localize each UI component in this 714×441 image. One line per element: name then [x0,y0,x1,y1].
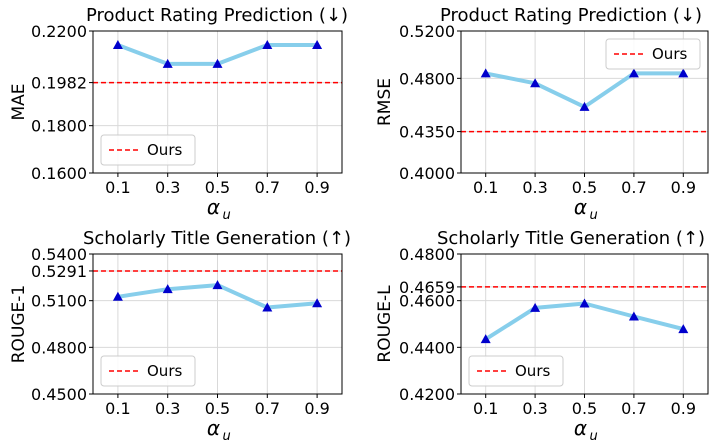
data-point-marker [628,311,639,321]
x-axis-label-subscript: u [590,208,598,223]
x-tick-label: 0.3 [522,178,547,197]
data-point-marker [212,58,223,68]
x-tick-label: 0.1 [105,178,130,197]
x-tick-label: 0.5 [572,399,597,418]
x-tick-label: 0.7 [255,178,280,197]
y-tick-label: 0.1600 [31,164,87,183]
legend-box [100,355,196,387]
data-point-marker [480,334,491,344]
y-tick-label: 0.5200 [399,22,455,41]
data-point-marker [312,39,323,49]
chart-title: Product Rating Prediction (↓) [440,5,702,26]
y-axis-label: MAE [9,83,29,120]
data-point-marker [112,291,123,301]
chart-panel-2: 0.1 0.3 0.5 0.7 0.9 0.4000 0.4350 0.4800 0.5200P… [375,5,709,223]
chart-title: Scholarly Title Generation (↑) [437,228,705,249]
data-point-marker [530,302,541,312]
data-point-marker [678,68,689,78]
data-point-marker [112,39,123,49]
legend-box [468,355,564,387]
x-axis-label: α [574,416,587,440]
x-tick-label: 0.3 [155,399,180,418]
y-tick-label: 0.1800 [31,117,87,136]
x-tick-label: 0.7 [621,399,646,418]
data-point-marker [628,68,639,78]
y-axis-label: ROUGE-L [375,285,395,363]
legend: Ours [605,38,701,70]
y-tick-label: 0.5100 [31,292,87,311]
y-axis-label: RMSE [375,78,395,126]
data-point-marker [579,298,590,308]
data-point-marker [162,58,173,68]
y-tick-label: 0.5291 [31,262,87,281]
data-point-marker [678,324,689,334]
chart-title: Scholarly Title Generation (↑) [83,228,351,249]
y-tick-label: 0.1982 [31,74,87,93]
data-point-marker [312,298,323,308]
x-tick-label: 0.7 [621,178,646,197]
x-tick-label: 0.7 [255,399,280,418]
x-tick-label: 0.5 [205,178,230,197]
legend-box [605,38,701,70]
legend: Ours [100,134,196,166]
x-tick-label: 0.9 [304,399,329,418]
chart-panel-1: 0.1 0.3 0.5 0.7 0.9 0.1600 0.1800 0.1982 0.2200P… [9,5,348,223]
data-point-marker [212,280,223,290]
legend: Ours [468,355,564,387]
x-tick-label: 0.1 [473,399,498,418]
legend: Ours [100,355,196,387]
x-tick-label: 0.5 [572,178,597,197]
x-tick-label: 0.5 [205,399,230,418]
y-tick-label: 0.4500 [31,385,87,404]
y-tick-label: 0.4400 [399,338,455,357]
chart-title: Product Rating Prediction (↓) [86,5,348,26]
chart-panel-3: 0.1 0.3 0.5 0.7 0.9 0.4500 0.4800 0.5100 0.52910… [9,228,351,441]
x-tick-label: 0.3 [522,399,547,418]
legend-box [100,134,196,166]
x-tick-label: 0.1 [105,399,130,418]
y-tick-label: 0.4800 [399,69,455,88]
y-tick-label: 0.4600 [399,292,455,311]
data-point-marker [530,78,541,88]
x-tick-label: 0.9 [304,178,329,197]
legend-label-ours: Ours [147,362,182,380]
data-point-marker [262,39,273,49]
x-axis-label: α [207,416,220,440]
legend-label-ours: Ours [147,141,182,159]
y-tick-label: 0.2200 [31,22,87,41]
y-tick-label: 0.4659 [399,278,455,297]
x-axis-label: α [207,195,220,219]
y-tick-label: 0.4800 [31,338,87,357]
y-tick-label: 0.4000 [399,164,455,183]
y-tick-label: 0.5400 [31,245,87,264]
data-point-marker [262,302,273,312]
data-point-marker [579,101,590,111]
x-tick-label: 0.9 [671,399,696,418]
x-axis-label-subscript: u [590,429,598,441]
y-tick-label: 0.4800 [399,245,455,264]
data-point-marker [480,68,491,78]
x-tick-label: 0.9 [671,178,696,197]
legend-label-ours: Ours [652,45,687,63]
x-tick-label: 0.1 [473,178,498,197]
x-tick-label: 0.3 [155,178,180,197]
x-axis-label: α [574,195,587,219]
x-axis-label-subscript: u [223,208,231,223]
y-tick-label: 0.4200 [399,385,455,404]
y-axis-label: ROUGE-1 [9,285,29,364]
x-axis-label-subscript: u [223,429,231,441]
legend-label-ours: Ours [515,362,550,380]
data-point-marker [162,284,173,294]
y-tick-label: 0.4350 [399,123,455,142]
